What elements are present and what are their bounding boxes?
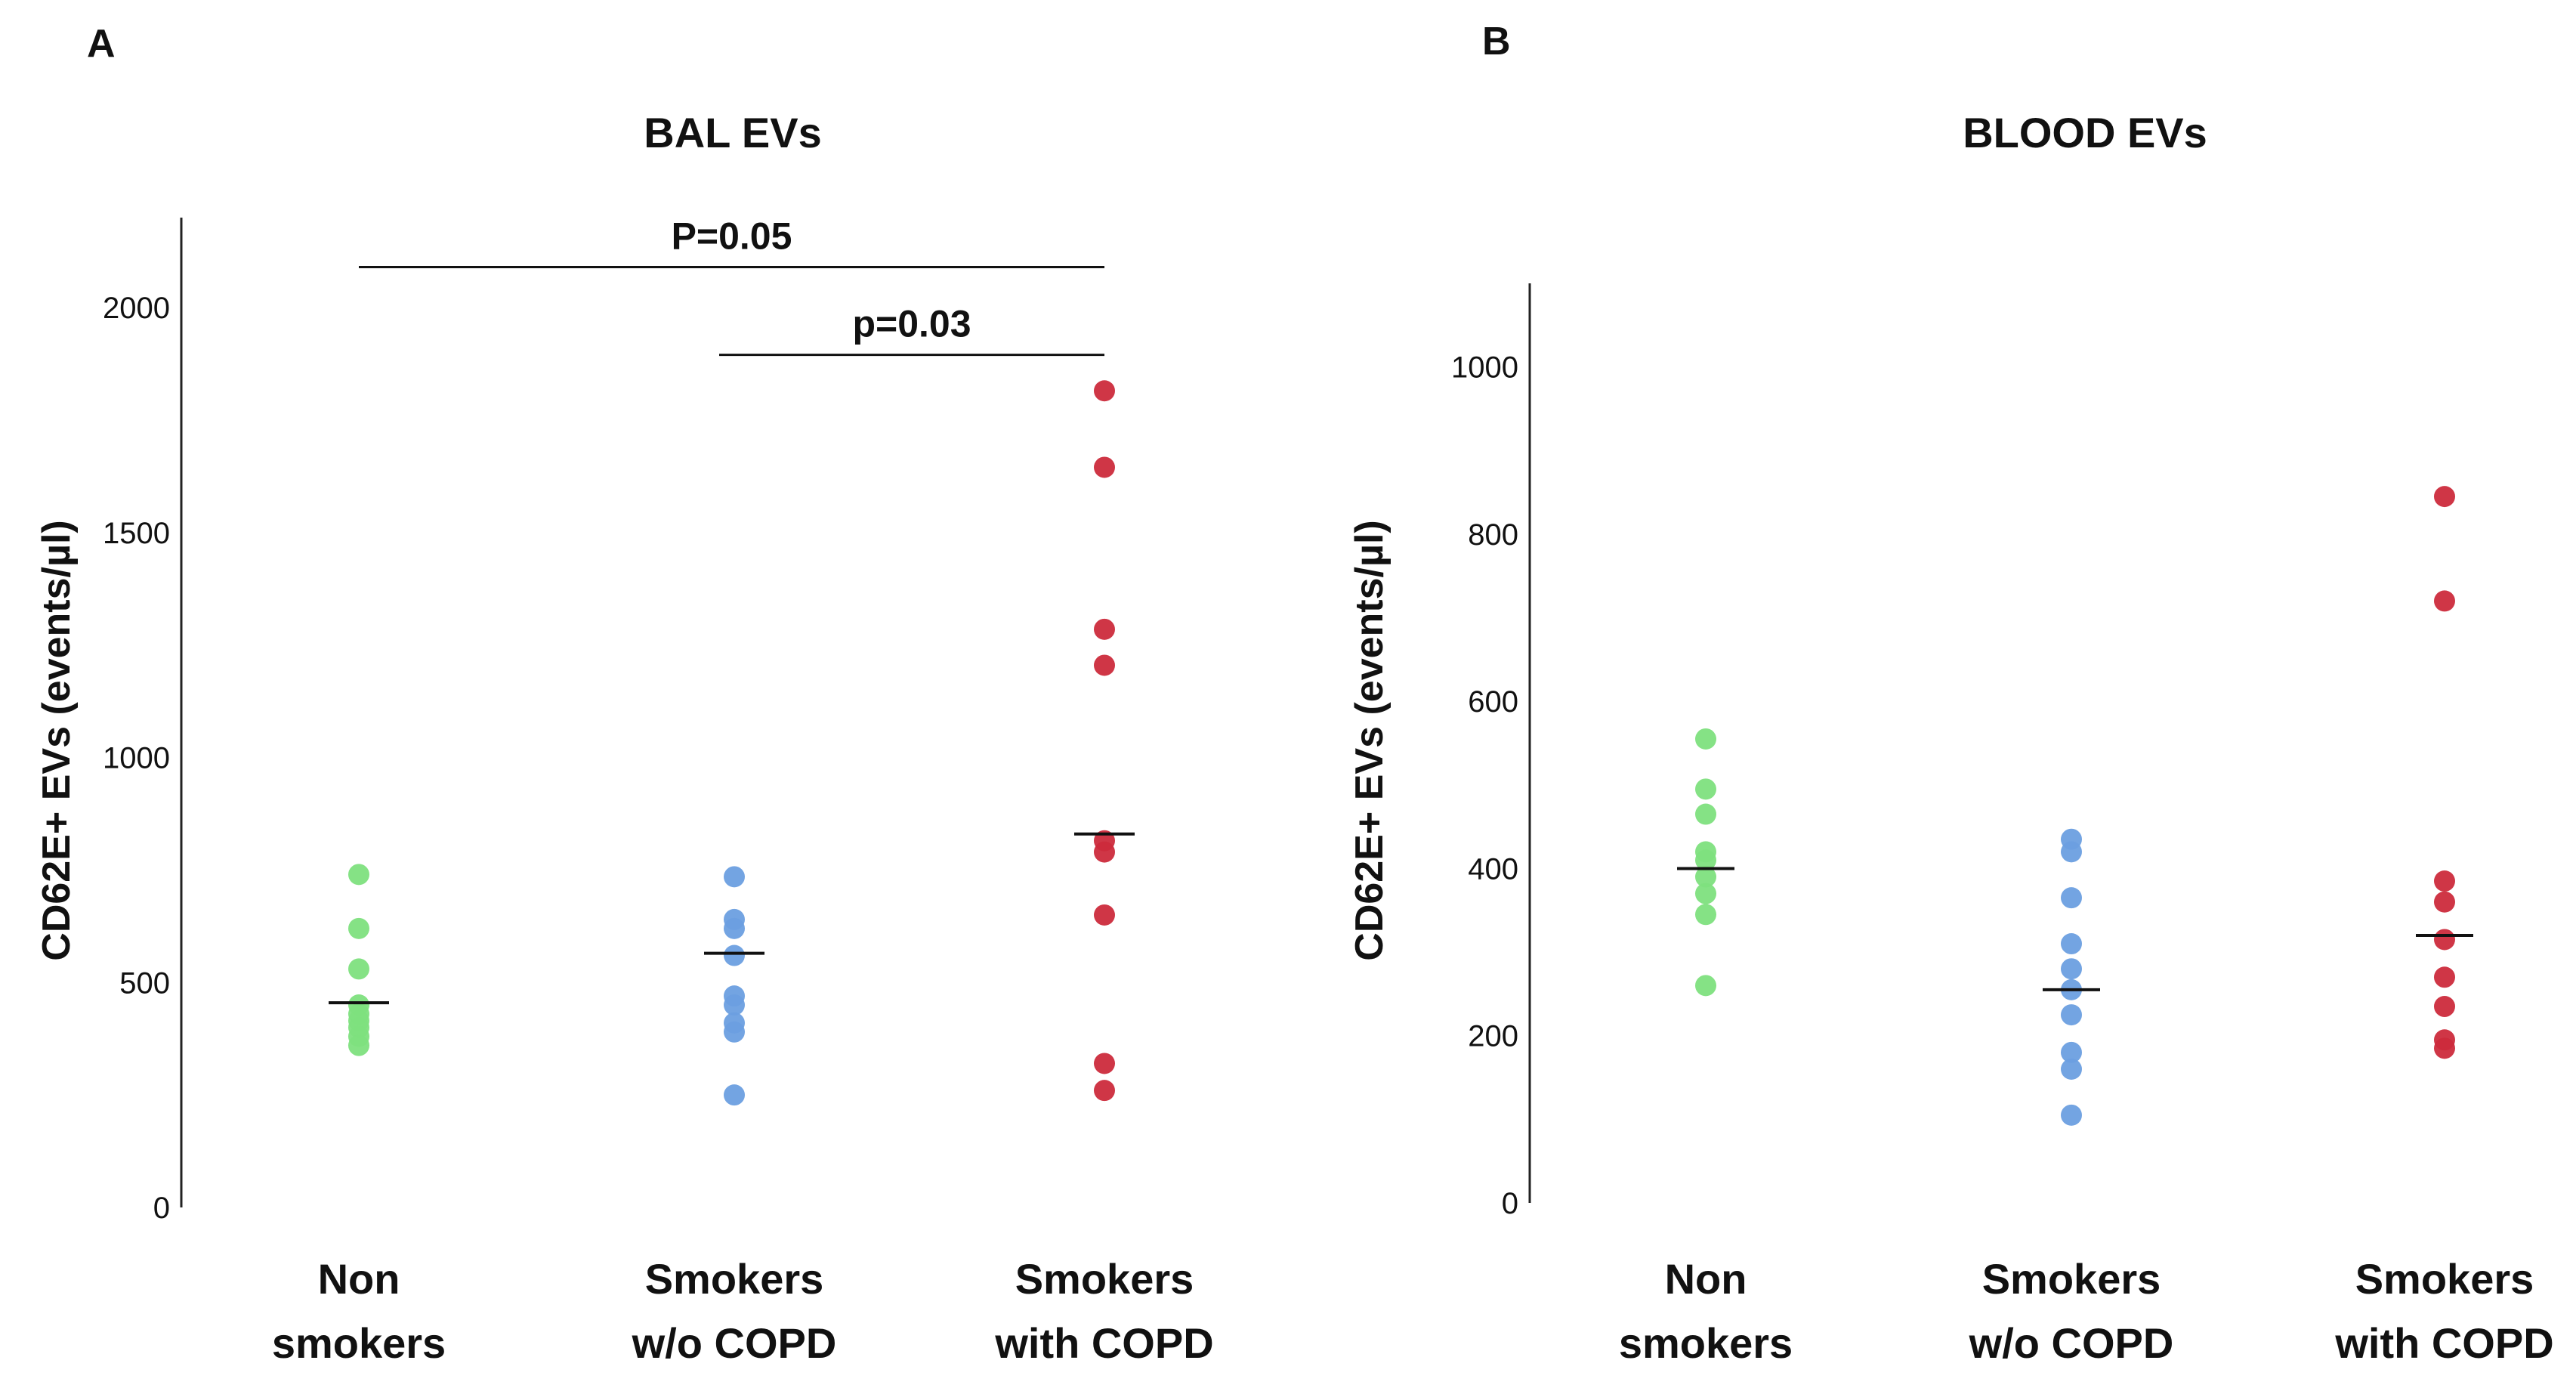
panel-b-y-tick-label: 800	[1468, 518, 1518, 552]
panel-a-data-point	[348, 958, 369, 980]
panel-a-data-point	[348, 1034, 369, 1056]
panel-b-marks: 0 200 400 600 800 1000 Non smokers Smokers w/o CO…	[1451, 283, 2554, 1367]
panel-b-y-tick-label: 200	[1468, 1020, 1518, 1053]
panel-a-chart: A BAL EVs CD62E+ EVs (events/µl) 0 500 100…	[35, 22, 1214, 1367]
panel-b-data-point	[1695, 866, 1716, 888]
panel-b-data-point	[2061, 1058, 2082, 1080]
panel-a-data-point	[348, 864, 369, 886]
panel-b-data-point	[1695, 849, 1716, 871]
panel-a-data-point	[1094, 904, 1115, 926]
panel-b-data-point	[2434, 1037, 2455, 1059]
panel-a-data-point	[1094, 654, 1115, 676]
panel-b-data-point	[1695, 883, 1716, 904]
panel-a-significance-label: P=0.05	[672, 215, 792, 258]
panel-a-category-label: Smokers	[645, 1255, 824, 1303]
panel-b-data-point	[2061, 841, 2082, 863]
panel-a-data-point	[1094, 380, 1115, 402]
panel-a-data-point	[724, 1021, 745, 1043]
panel-b-letter: B	[1482, 20, 1511, 63]
panel-a-y-tick-label: 1000	[103, 742, 170, 775]
panel-b-category-label: Smokers	[2355, 1255, 2534, 1303]
panel-a-data-point	[348, 917, 369, 939]
panel-b-title: BLOOD EVs	[1963, 109, 2207, 156]
panel-b-data-point	[2434, 996, 2455, 1018]
panel-b-category-label: smokers	[1619, 1319, 1793, 1367]
panel-b-y-axis-label: CD62E+ EVs (events/µl)	[1348, 520, 1391, 960]
panel-b-category-label: w/o COPD	[1969, 1319, 2174, 1367]
panel-b-y-tick-label: 0	[1502, 1187, 1518, 1220]
panel-a-data-point	[724, 866, 745, 888]
panel-a-category-label: w/o COPD	[632, 1319, 837, 1367]
panel-b-data-point	[1695, 904, 1716, 926]
panel-a-y-tick-label: 500	[119, 966, 170, 1000]
panel-b-data-point	[2061, 1004, 2082, 1026]
panel-a-data-point	[1094, 1053, 1115, 1074]
panel-b-data-point	[2434, 891, 2455, 913]
panel-a-category-label: Non	[318, 1255, 400, 1303]
panel-a-data-point	[1094, 841, 1115, 863]
panel-a-y-axis-label: CD62E+ EVs (events/µl)	[35, 520, 79, 960]
panel-a-category-label: with COPD	[994, 1319, 1213, 1367]
panel-b-data-point	[1695, 728, 1716, 750]
panel-a-significance-label: p=0.03	[852, 303, 971, 345]
panel-b-category-label: Smokers	[1982, 1255, 2161, 1303]
panel-b-y-tick-label: 400	[1468, 852, 1518, 886]
panel-a-category-label: Smokers	[1015, 1255, 1194, 1303]
panel-a-data-point	[1094, 1080, 1115, 1102]
panel-b-data-point	[2434, 966, 2455, 988]
panel-a-y-tick-label: 1500	[103, 517, 170, 550]
panel-a-y-tick-label: 0	[153, 1192, 170, 1225]
panel-a-title: BAL EVs	[644, 109, 821, 156]
panel-a-y-tick-label: 2000	[103, 292, 170, 325]
panel-b-y-tick-label: 1000	[1451, 351, 1518, 385]
panel-a-data-point	[724, 944, 745, 966]
panel-b-data-point	[2434, 870, 2455, 892]
panel-b-data-point	[2434, 929, 2455, 951]
panel-b-category-label: with COPD	[2334, 1319, 2553, 1367]
panel-a-letter: A	[87, 22, 116, 66]
panel-b-data-point	[2061, 887, 2082, 909]
panel-b-data-point	[1695, 778, 1716, 800]
panel-a-data-point	[724, 917, 745, 939]
panel-b-chart: B BLOOD EVs CD62E+ EVs (events/µl) 0 200 4…	[1348, 20, 2554, 1367]
panel-b-data-point	[2061, 1104, 2082, 1126]
panel-b-data-point	[1695, 803, 1716, 825]
panel-a-marks: 0 500 1000 1500 2000 Non smokers Smokers w/o COP…	[103, 215, 1214, 1368]
panel-a-category-label: smokers	[272, 1319, 446, 1367]
panel-b-data-point	[1695, 975, 1716, 997]
panel-b-data-point	[2061, 1041, 2082, 1063]
panel-a-data-point	[724, 1084, 745, 1106]
panel-a-data-point	[1094, 618, 1115, 640]
panel-a-data-point	[1094, 456, 1115, 478]
panel-b-category-label: Non	[1665, 1255, 1747, 1303]
panel-a-data-point	[724, 994, 745, 1016]
panel-b-data-point	[2434, 486, 2455, 508]
panel-b-data-point	[2061, 958, 2082, 980]
panel-b-y-tick-label: 600	[1468, 685, 1518, 719]
panel-b-data-point	[2061, 933, 2082, 955]
panel-b-data-point	[2434, 590, 2455, 612]
